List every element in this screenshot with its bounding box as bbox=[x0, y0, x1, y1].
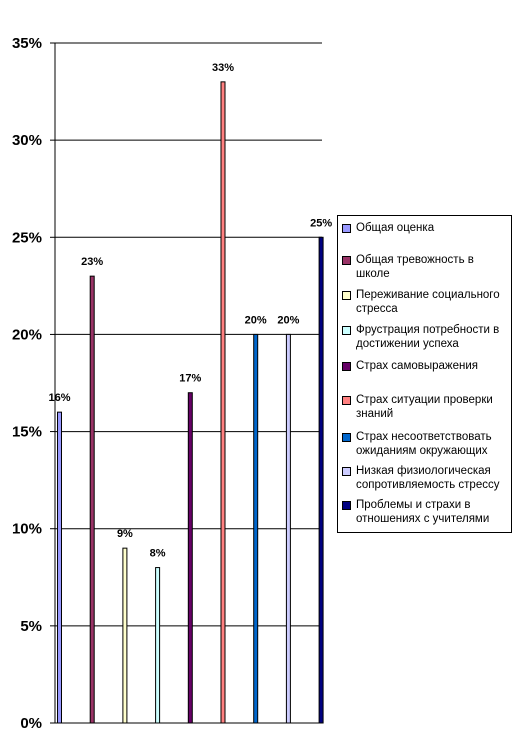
legend-swatch bbox=[342, 467, 351, 476]
legend-label: Низкая физиологическая сопротивляемость … bbox=[356, 465, 500, 491]
bar bbox=[318, 236, 324, 724]
legend-item: Проблемы и страхи в отношениях с учителя… bbox=[342, 498, 510, 526]
legend-item: Страх несоответствовать ожиданиям окружа… bbox=[342, 430, 510, 458]
legend-item: Общая оценка bbox=[342, 221, 510, 235]
legend-label: Проблемы и страхи в отношениях с учителя… bbox=[356, 499, 490, 525]
bars bbox=[57, 81, 324, 724]
bar bbox=[285, 333, 291, 724]
bar bbox=[155, 567, 161, 724]
legend-swatch bbox=[342, 433, 351, 442]
bar bbox=[89, 275, 95, 724]
data-label: 25% bbox=[310, 217, 332, 229]
legend-swatch bbox=[342, 326, 351, 335]
legend-label: Общая тревожность в школе bbox=[356, 254, 474, 280]
y-tick-label: 10% bbox=[12, 521, 42, 538]
legend-swatch bbox=[342, 362, 351, 371]
bar bbox=[253, 333, 259, 724]
data-labels: 16% 23% 9% 8% 17% 33% 20% 20% 25% bbox=[48, 62, 332, 560]
legend-swatch bbox=[342, 396, 351, 405]
data-label: 20% bbox=[277, 314, 299, 326]
legend-label: Фрустрация потребности в достижении успе… bbox=[356, 324, 500, 350]
legend-label: Страх несоответствовать ожиданиям окружа… bbox=[356, 431, 492, 457]
data-label: 20% bbox=[245, 314, 267, 326]
legend-swatch bbox=[342, 291, 351, 300]
legend-item: Страх самовыражения bbox=[342, 359, 510, 373]
legend-label: Страх самовыражения bbox=[356, 360, 479, 372]
y-tick-label: 0% bbox=[20, 715, 42, 732]
legend-item: Общая тревожность в школе bbox=[342, 253, 510, 281]
data-label: 8% bbox=[150, 548, 166, 560]
y-tick-label: 35% bbox=[12, 35, 42, 52]
legend-label: Переживание социального стресса bbox=[356, 289, 500, 315]
legend: Общая оценка Общая тревожность в школе Пер… bbox=[337, 215, 512, 533]
bar bbox=[187, 392, 193, 724]
legend-swatch bbox=[342, 224, 351, 233]
y-tick-label: 25% bbox=[12, 229, 42, 246]
legend-label: Страх ситуации проверки знаний bbox=[356, 394, 493, 420]
bar bbox=[220, 81, 226, 724]
y-axis-ticks: 0% 5% 10% 15% 20% 25% 30% 35% bbox=[12, 35, 55, 732]
y-tick-label: 30% bbox=[12, 132, 42, 149]
data-label: 17% bbox=[179, 373, 201, 385]
y-tick-label: 20% bbox=[12, 326, 42, 343]
data-label: 23% bbox=[81, 256, 103, 268]
legend-item: Фрустрация потребности в достижении успе… bbox=[342, 323, 510, 351]
legend-swatch bbox=[342, 256, 351, 265]
y-tick-label: 15% bbox=[12, 424, 42, 441]
data-label: 16% bbox=[48, 392, 70, 404]
legend-item: Низкая физиологическая сопротивляемость … bbox=[342, 464, 510, 492]
bar bbox=[122, 547, 128, 724]
data-label: 9% bbox=[117, 528, 133, 540]
y-tick-label: 5% bbox=[20, 618, 42, 635]
legend-swatch bbox=[342, 501, 351, 510]
legend-item: Переживание социального стресса bbox=[342, 288, 510, 316]
data-label: 33% bbox=[212, 62, 234, 74]
legend-item: Страх ситуации проверки знаний bbox=[342, 393, 510, 421]
legend-label: Общая оценка bbox=[356, 222, 435, 234]
bar bbox=[57, 411, 62, 724]
